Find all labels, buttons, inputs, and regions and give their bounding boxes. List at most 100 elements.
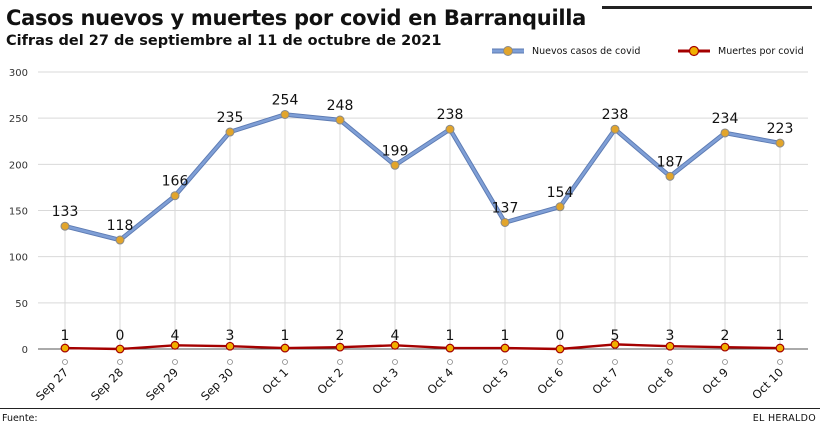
data-point-cases bbox=[720, 128, 730, 138]
data-point-cases bbox=[225, 127, 235, 137]
series-line-cases bbox=[64, 113, 781, 242]
data-point-deaths bbox=[720, 342, 730, 352]
data-point-deaths bbox=[115, 344, 125, 354]
legend-label-cases: Nuevos casos de covid bbox=[532, 45, 641, 57]
x-tick-mark bbox=[62, 359, 68, 365]
y-tick-label: 100 bbox=[9, 253, 28, 264]
x-tick-label: Oct 10 bbox=[749, 365, 786, 402]
data-label-deaths: 3 bbox=[226, 328, 235, 344]
x-tick-label: Oct 5 bbox=[479, 365, 511, 397]
data-point-deaths bbox=[555, 344, 565, 354]
data-point-cases bbox=[775, 138, 785, 148]
chart-title: Casos nuevos y muertes por covid en Barr… bbox=[6, 6, 587, 30]
x-tick-mark bbox=[227, 359, 233, 365]
x-tick-label: Oct 2 bbox=[314, 365, 346, 397]
data-label-deaths: 1 bbox=[446, 328, 455, 344]
data-label-deaths: 1 bbox=[281, 328, 290, 344]
chart-subtitle: Cifras del 27 de septiembre al 11 de oct… bbox=[6, 33, 442, 49]
x-tick-mark bbox=[117, 359, 123, 365]
data-label-cases: 154 bbox=[547, 185, 574, 201]
x-tick-label: Oct 8 bbox=[644, 365, 676, 397]
x-tick-label: Sep 28 bbox=[88, 365, 126, 403]
data-label-cases: 248 bbox=[327, 98, 354, 114]
data-label-deaths: 0 bbox=[556, 328, 565, 344]
x-tick-label: Oct 9 bbox=[699, 365, 731, 397]
x-tick-label: Oct 3 bbox=[369, 365, 401, 397]
data-label-cases: 137 bbox=[492, 201, 519, 217]
data-point-cases bbox=[390, 160, 400, 170]
data-point-deaths bbox=[610, 339, 620, 349]
data-label-deaths: 4 bbox=[391, 328, 400, 344]
legend-item-cases: Nuevos casos de covid bbox=[490, 44, 640, 58]
legend-swatch-cases bbox=[492, 46, 524, 56]
data-label-cases: 238 bbox=[602, 107, 629, 123]
data-label-deaths: 1 bbox=[501, 328, 510, 344]
data-point-deaths bbox=[225, 341, 235, 351]
x-tick-label: Sep 27 bbox=[33, 365, 71, 403]
data-point-cases bbox=[445, 124, 455, 134]
data-label-deaths: 4 bbox=[171, 328, 180, 344]
source-label: Fuente: bbox=[2, 413, 38, 424]
x-tick-mark bbox=[557, 359, 563, 365]
data-label-cases: 133 bbox=[52, 204, 79, 220]
data-point-cases bbox=[170, 191, 180, 201]
data-label-cases: 223 bbox=[767, 121, 794, 137]
data-label-deaths: 1 bbox=[61, 328, 70, 344]
top-accent-bar bbox=[602, 6, 812, 9]
x-tick-mark bbox=[282, 359, 288, 365]
data-point-cases bbox=[665, 171, 675, 181]
x-tick-label: Oct 7 bbox=[589, 365, 621, 397]
data-label-cases: 235 bbox=[217, 110, 244, 126]
x-tick-mark bbox=[777, 359, 783, 365]
data-label-cases: 234 bbox=[712, 111, 739, 127]
data-label-deaths: 2 bbox=[721, 328, 730, 344]
series-line-deaths bbox=[64, 343, 781, 351]
data-point-cases bbox=[500, 218, 510, 228]
data-label-cases: 166 bbox=[162, 174, 189, 190]
footer-rule bbox=[0, 408, 820, 409]
x-tick-mark bbox=[447, 359, 453, 365]
x-tick-mark bbox=[337, 359, 343, 365]
x-tick-mark bbox=[667, 359, 673, 365]
data-point-cases bbox=[555, 202, 565, 212]
data-label-cases: 238 bbox=[437, 107, 464, 123]
data-label-cases: 118 bbox=[107, 218, 134, 234]
data-label-cases: 187 bbox=[657, 154, 684, 170]
data-point-deaths bbox=[390, 340, 400, 350]
data-label-cases: 199 bbox=[382, 143, 409, 159]
data-point-deaths bbox=[280, 343, 290, 353]
data-point-deaths bbox=[335, 342, 345, 352]
data-label-deaths: 5 bbox=[611, 328, 620, 344]
y-tick-label: 250 bbox=[9, 114, 28, 125]
brand-label: EL HERALDO bbox=[752, 413, 816, 424]
legend-swatch-deaths bbox=[678, 45, 710, 57]
data-point-deaths bbox=[500, 343, 510, 353]
data-point-cases bbox=[335, 115, 345, 125]
data-label-deaths: 2 bbox=[336, 328, 345, 344]
x-tick-mark bbox=[612, 359, 618, 365]
data-point-deaths bbox=[775, 343, 785, 353]
legend-label-deaths: Muertes por covid bbox=[718, 45, 804, 57]
x-tick-label: Oct 6 bbox=[534, 365, 566, 397]
data-point-cases bbox=[60, 221, 70, 231]
x-tick-label: Sep 30 bbox=[198, 365, 236, 403]
x-tick-mark bbox=[172, 359, 178, 365]
y-tick-label: 0 bbox=[22, 345, 28, 356]
data-point-deaths bbox=[445, 343, 455, 353]
data-point-deaths bbox=[170, 340, 180, 350]
y-tick-label: 300 bbox=[9, 68, 28, 79]
data-point-cases bbox=[610, 124, 620, 134]
data-point-deaths bbox=[60, 343, 70, 353]
data-label-deaths: 1 bbox=[776, 328, 785, 344]
y-tick-label: 200 bbox=[9, 160, 28, 171]
x-tick-label: Oct 4 bbox=[424, 365, 456, 397]
data-label-deaths: 0 bbox=[116, 328, 125, 344]
data-point-deaths bbox=[665, 341, 675, 351]
y-tick-label: 50 bbox=[15, 299, 28, 310]
data-point-cases bbox=[115, 235, 125, 245]
legend-item-deaths: Muertes por covid bbox=[676, 44, 804, 58]
data-point-cases bbox=[280, 109, 290, 119]
x-tick-label: Oct 1 bbox=[259, 365, 291, 397]
x-tick-mark bbox=[502, 359, 508, 365]
